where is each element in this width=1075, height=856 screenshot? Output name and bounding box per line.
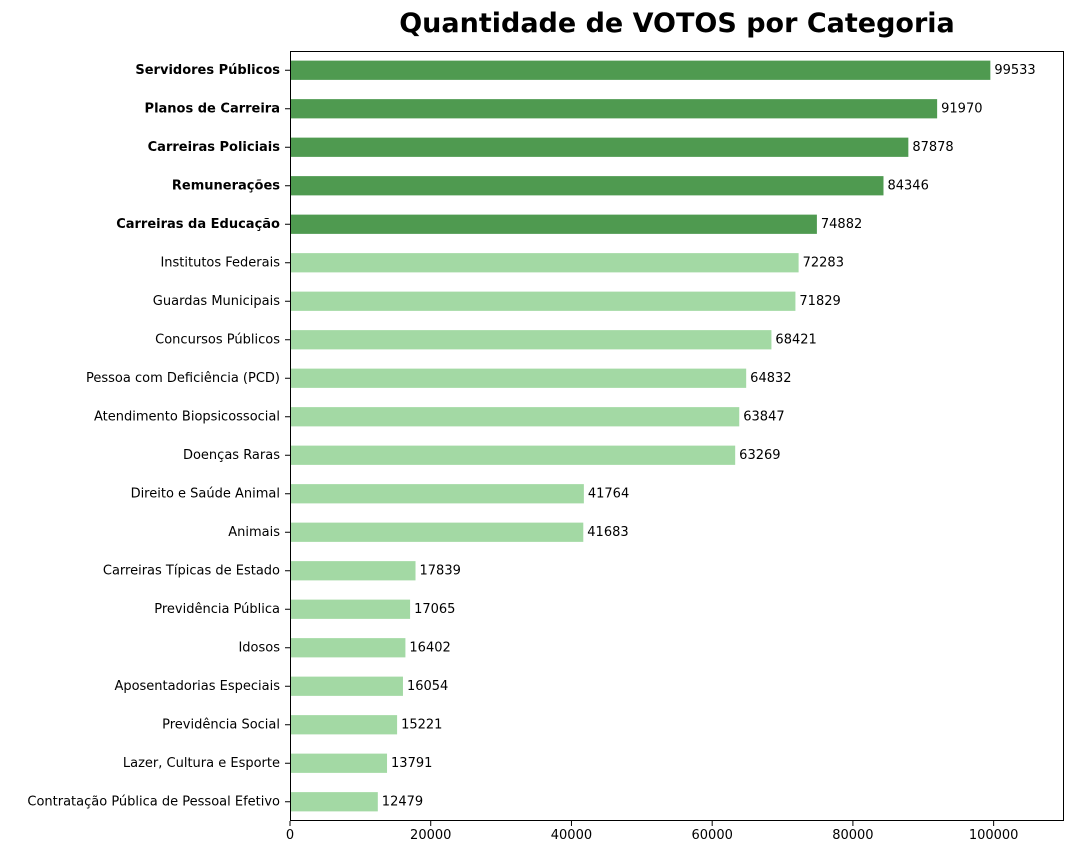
bar [290,253,799,273]
bar [290,445,736,465]
category-label: Contratação Pública de Pessoal Efetivo [27,794,280,809]
bar [290,176,884,196]
bar [290,484,584,504]
category-label: Aposentadorias Especiais [114,679,280,694]
bar [290,60,991,80]
category-label: Previdência Social [162,717,280,732]
bar-value-label: 15221 [401,717,442,732]
chart-title: Quantidade de VOTOS por Categoria [399,8,955,39]
bar [290,99,938,119]
x-tick-label: 40000 [551,828,592,843]
bar [290,638,406,658]
labels-layer: 99533 Servidores Públicos 91970 Planos de C… [27,63,1035,810]
plot-frame [290,51,1064,821]
bar [290,522,584,542]
bar [290,599,411,619]
bar-value-label: 41683 [587,525,628,540]
bar-value-label: 12479 [382,794,423,809]
bar-value-label: 74882 [821,217,862,232]
bar [290,291,796,311]
x-tick-label: 80000 [832,828,873,843]
bars-layer [290,60,991,812]
bar-value-label: 63269 [739,448,780,463]
bar-value-label: 99533 [994,63,1035,78]
category-label: Institutos Federais [160,255,280,270]
bar [290,330,772,350]
category-label: Guardas Municipais [153,294,280,309]
bar [290,676,403,696]
category-label: Atendimento Biopsicossocial [94,409,280,424]
bar [290,214,817,234]
bar [290,137,909,157]
bar-value-label: 13791 [391,756,432,771]
category-label: Lazer, Cultura e Esporte [123,756,280,771]
x-tick-label: 100000 [969,828,1019,843]
category-label: Concursos Públicos [155,332,280,347]
category-label: Carreiras Policiais [148,140,281,155]
bar [290,368,747,388]
bar [290,753,388,773]
category-label: Planos de Carreira [145,101,280,116]
category-label: Doenças Raras [183,448,280,463]
bar-value-label: 71829 [799,294,840,309]
bar [290,715,398,735]
category-label: Direito e Saúde Animal [131,486,280,501]
bar-value-label: 17065 [414,602,455,617]
bar [290,561,416,581]
bar-value-label: 72283 [803,255,844,270]
category-label: Carreiras Típicas de Estado [103,563,280,578]
bar-value-label: 16054 [407,679,448,694]
bar-value-label: 68421 [775,332,816,347]
bar-value-label: 63847 [743,409,784,424]
bar-value-label: 91970 [941,101,982,116]
category-label: Remunerações [172,178,280,193]
bar-value-label: 64832 [750,371,791,386]
x-tick-label: 60000 [692,828,733,843]
bar-value-label: 87878 [912,140,953,155]
bar-value-label: 41764 [588,486,629,501]
category-label: Servidores Públicos [135,63,280,78]
x-tick-label: 20000 [410,828,451,843]
category-label: Animais [228,525,280,540]
category-label: Idosos [238,640,280,655]
x-tick-label: 0 [286,828,294,843]
axes-layer: 0 20000 40000 60000 80000 100000 [285,51,1064,843]
bar-value-label: 16402 [409,640,450,655]
category-label: Previdência Pública [154,602,280,617]
bar-value-label: 17839 [420,563,461,578]
category-label: Pessoa com Deficiência (PCD) [86,371,280,386]
bar [290,407,740,427]
bar-value-label: 84346 [887,178,928,193]
bar [290,792,378,812]
category-label: Carreiras da Educação [116,217,280,232]
